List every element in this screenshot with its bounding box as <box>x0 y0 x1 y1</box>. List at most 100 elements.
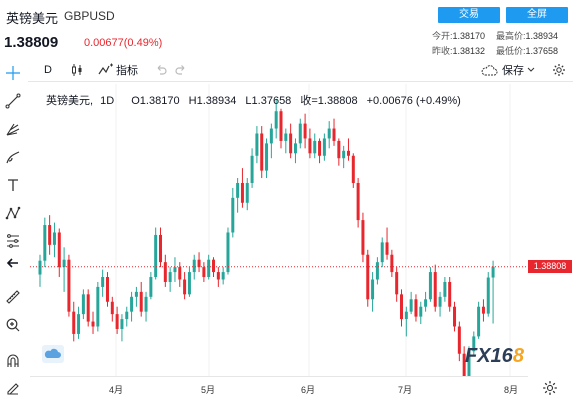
candle-body <box>62 259 66 268</box>
time-axis[interactable]: 4月 5月 6月 7月 8月 <box>30 376 528 400</box>
candle <box>240 168 244 208</box>
candle <box>342 145 346 169</box>
candle <box>110 296 114 322</box>
candle-body <box>274 111 278 129</box>
candle-body <box>221 272 225 280</box>
candle-body <box>472 336 476 352</box>
candle-body <box>414 299 418 317</box>
fib-levels-icon[interactable] <box>2 230 24 252</box>
candle-body <box>202 267 206 278</box>
cloud-logo-icon[interactable] <box>42 345 64 363</box>
candle-body <box>269 128 273 144</box>
trend-line-icon[interactable] <box>2 90 24 112</box>
candle-body <box>332 128 336 141</box>
candle-body <box>96 286 100 327</box>
pattern-icon[interactable] <box>2 202 24 224</box>
save-button[interactable]: 保存 <box>480 62 535 78</box>
candle <box>43 217 47 268</box>
ruler-icon[interactable] <box>2 286 24 308</box>
back-arrow-icon[interactable] <box>2 252 24 274</box>
candle-body <box>67 259 71 312</box>
candle <box>375 257 379 285</box>
candle-body <box>207 259 211 278</box>
candle <box>134 286 138 307</box>
candle <box>322 133 326 161</box>
crosshair-icon[interactable] <box>2 62 24 84</box>
fullscreen-button[interactable]: 全屏 <box>506 7 568 23</box>
redo-icon[interactable] <box>174 62 188 78</box>
candle-body <box>457 326 461 354</box>
candle-body <box>385 242 389 255</box>
candle <box>481 299 485 322</box>
indicators-label: 指标 <box>116 65 138 77</box>
trade-button[interactable]: 交易 <box>438 7 500 23</box>
candle <box>86 289 90 327</box>
x-tick-label: 5月 <box>201 385 216 395</box>
zoom-in-icon[interactable] <box>2 314 24 336</box>
candle-type-icon[interactable] <box>70 62 84 78</box>
candle <box>183 272 187 300</box>
candle-body <box>245 182 249 203</box>
candle-body <box>298 123 302 144</box>
candle-body <box>216 272 220 280</box>
candle <box>395 267 399 302</box>
candle-body <box>308 138 312 154</box>
candle <box>400 289 403 327</box>
legend-close: 收=1.38808 <box>300 95 358 107</box>
candle-body <box>453 306 457 327</box>
lock-pencil-icon[interactable] <box>2 376 24 398</box>
candle <box>477 301 481 339</box>
candlestick-chart[interactable] <box>30 84 528 376</box>
candle-body <box>303 123 307 139</box>
candle-body <box>226 232 230 273</box>
candle <box>67 254 71 317</box>
last-price-tag: 1.38808 <box>528 260 572 274</box>
settings-gear-icon[interactable] <box>552 62 566 78</box>
instrument-name: 英镑美元 <box>6 11 59 26</box>
candle <box>216 267 220 287</box>
pitchfork-icon[interactable] <box>2 118 24 140</box>
candle-body <box>318 140 322 156</box>
candle-body <box>481 306 485 314</box>
fx168-watermark-logo: FX168 <box>465 345 524 367</box>
candle-body <box>255 133 259 156</box>
candle <box>424 291 428 312</box>
chevron-down-icon <box>527 67 535 72</box>
interval-selector[interactable]: D <box>44 64 52 76</box>
axis-settings-icon[interactable] <box>542 380 558 396</box>
candle <box>491 260 495 324</box>
candle <box>226 227 230 275</box>
brush-icon[interactable] <box>2 146 24 168</box>
undo-icon[interactable] <box>154 62 168 78</box>
candle-body <box>86 294 90 322</box>
candle <box>115 306 119 334</box>
prev-close-stat: 昨收:1.38132 <box>432 46 486 56</box>
candle <box>337 138 341 166</box>
candle <box>245 178 249 211</box>
x-tick-label: 6月 <box>301 385 316 395</box>
indicators-button[interactable]: 指标 <box>98 62 138 78</box>
magnet-icon[interactable] <box>2 350 24 372</box>
candle-body <box>428 272 432 300</box>
candle-body <box>477 306 481 337</box>
candle-body <box>154 234 158 278</box>
candle-body <box>448 281 452 307</box>
candle <box>173 257 177 282</box>
candle-body <box>139 291 143 312</box>
text-tool-icon[interactable] <box>2 174 24 196</box>
candle <box>284 128 288 154</box>
legend-open: O1.38170 <box>131 95 180 107</box>
candle <box>356 178 360 228</box>
candle <box>308 128 312 159</box>
candle-body <box>236 182 240 198</box>
candle <box>462 346 466 376</box>
candle <box>187 267 191 297</box>
candle-body <box>72 311 76 334</box>
chart-legend: 英镑美元, 1D O1.38170 H1.38934 L1.37658 收=1.… <box>46 92 467 108</box>
legend-interval[interactable]: 1D <box>100 95 115 107</box>
candle-body <box>192 259 196 273</box>
candle <box>96 281 100 332</box>
candle-body <box>400 294 403 320</box>
candle-body <box>183 279 187 295</box>
candle-body <box>438 296 442 307</box>
